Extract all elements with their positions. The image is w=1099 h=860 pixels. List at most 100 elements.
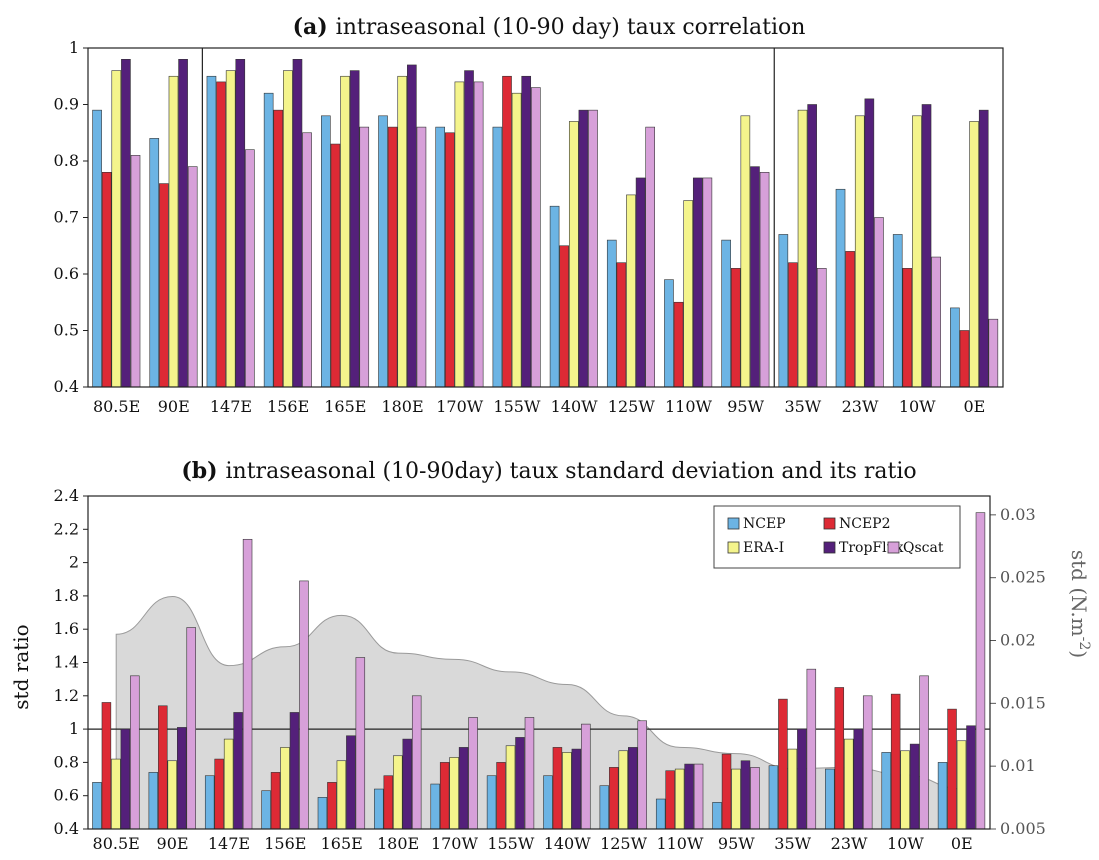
bar-tropflux-140w — [578, 109, 589, 388]
bar-tropflux-23w — [864, 98, 875, 388]
bar-ncep2-180e — [383, 775, 394, 830]
y-tick-label: 1.6 — [54, 619, 79, 638]
bar-tropflux-80-5e — [121, 58, 131, 388]
bar-era-i-95w — [740, 115, 751, 388]
bar-era-i-140w — [568, 121, 579, 388]
bar-era-i-155w — [511, 92, 522, 388]
bar-era-i-0e — [956, 740, 967, 830]
bar-tropflux-35w — [797, 728, 807, 830]
bar-era-i-90e — [168, 75, 179, 388]
bar-ncep-23w — [825, 768, 835, 830]
bar-ncep2-35w — [788, 262, 798, 388]
legend-label-ncep2: NCEP2 — [839, 516, 891, 532]
bar-era-i-155w — [505, 745, 516, 830]
bar-era-i-35w — [797, 109, 808, 388]
bar-era-i-95w — [731, 768, 741, 830]
bar-tropflux-165e — [346, 735, 356, 830]
bar-ncep-10w — [881, 752, 891, 830]
legend-box — [713, 505, 961, 569]
x-tick-label-125w: 125W — [600, 834, 648, 853]
bar-qscat-10w — [919, 675, 929, 830]
legend-swatch-tropflux — [823, 541, 836, 554]
bar-era-i-35w — [787, 748, 798, 830]
y2-tick-label: 0.02 — [1000, 631, 1036, 650]
bar-era-i-23w — [854, 115, 865, 388]
bar-tropflux-0e — [978, 109, 989, 388]
y-tick-label: 0.5 — [54, 321, 79, 340]
x-tick-label-80-5e: 80.5E — [93, 834, 140, 853]
bar-ncep-140w — [543, 775, 553, 830]
bar-era-i-110w — [674, 768, 685, 830]
bar-ncep-140w — [549, 205, 560, 388]
y-tick-label: 0.9 — [54, 95, 79, 114]
y2-tick-label: 0.01 — [1000, 756, 1036, 775]
bar-ncep2-0e — [947, 708, 957, 830]
panel-b-title: (b) intraseasonal (10-90day) taux standar… — [181, 458, 916, 484]
bar-ncep2-140w — [552, 747, 563, 830]
bar-era-i-170w — [449, 757, 459, 830]
bar-ncep2-155w — [496, 762, 506, 830]
bar-qscat-80-5e — [130, 155, 141, 388]
x-tick-label-147e: 147E — [210, 397, 252, 416]
bar-era-i-180e — [397, 75, 408, 388]
bar-ncep2-165e — [330, 143, 341, 388]
x-tick-label-95w: 95W — [718, 834, 755, 853]
bar-tropflux-95w — [750, 166, 760, 388]
bar-qscat-155w — [524, 717, 535, 830]
bar-ncep-147e — [206, 75, 217, 388]
bar-ncep2-95w — [721, 753, 732, 830]
bar-ncep2-156e — [273, 109, 284, 388]
bar-ncep-95w — [721, 239, 731, 388]
bar-tropflux-165e — [349, 70, 360, 388]
bar-tropflux-110w — [692, 177, 703, 388]
bar-tropflux-23w — [853, 728, 863, 830]
x-tick-label-110w: 110W — [665, 397, 713, 416]
bar-qscat-156e — [302, 132, 312, 388]
bar-tropflux-95w — [740, 760, 751, 830]
bar-qscat-140w — [588, 109, 598, 388]
bar-ncep-35w — [778, 234, 789, 388]
bar-ncep-147e — [204, 775, 215, 830]
bar-tropflux-155w — [521, 75, 532, 388]
y2-tick-label: 0.025 — [1000, 568, 1046, 587]
bar-qscat-140w — [581, 723, 591, 830]
x-tick-label-165e: 165E — [324, 397, 366, 416]
y-tick-label: 2 — [69, 553, 79, 572]
bar-tropflux-170w — [464, 70, 474, 388]
bar-qscat-180e — [411, 695, 422, 830]
legend-swatch-ncep — [727, 517, 740, 530]
x-tick-label-165e: 165E — [321, 834, 363, 853]
bar-ncep2-23w — [845, 251, 855, 388]
bar-era-i-125w — [626, 194, 636, 388]
bar-era-i-90e — [167, 760, 178, 830]
x-tick-label-10w: 10W — [887, 834, 924, 853]
bar-ncep2-165e — [327, 782, 337, 830]
x-tick-label-0e: 0E — [963, 397, 985, 416]
bar-tropflux-180e — [402, 738, 412, 830]
bar-ncep2-90e — [158, 705, 168, 830]
bar-tropflux-10w — [921, 104, 932, 388]
bar-ncep-156e — [263, 92, 274, 388]
bar-ncep2-0e — [959, 330, 970, 388]
bar-era-i-10w — [900, 750, 910, 830]
bar-ncep2-10w — [890, 693, 901, 830]
panel-a-y-axis: 0.4 0.5 0.6 0.7 0.8 0.9 1 — [54, 38, 88, 396]
bar-qscat-80-5e — [130, 675, 140, 830]
x-tick-label-155w: 155W — [487, 834, 535, 853]
bar-era-i-110w — [683, 200, 693, 388]
y-tick-label: 1.2 — [54, 686, 79, 705]
x-tick-label-35w: 35W — [784, 397, 821, 416]
bar-ncep2-35w — [778, 698, 788, 830]
bar-qscat-125w — [637, 720, 647, 830]
bar-ncep-156e — [261, 790, 271, 830]
bar-qscat-156e — [299, 580, 309, 830]
y-tick-label: 2.2 — [54, 519, 79, 538]
panel-a: (a) intraseasonal (10-90 day) taux correl… — [54, 14, 1004, 416]
x-tick-label-110w: 110W — [656, 834, 704, 853]
x-tick-label-156e: 156E — [264, 834, 306, 853]
bar-ncep-170w — [430, 783, 440, 830]
bar-qscat-170w — [468, 717, 478, 830]
bar-ncep2-110w — [673, 301, 684, 388]
x-tick-label-180e: 180E — [381, 397, 423, 416]
